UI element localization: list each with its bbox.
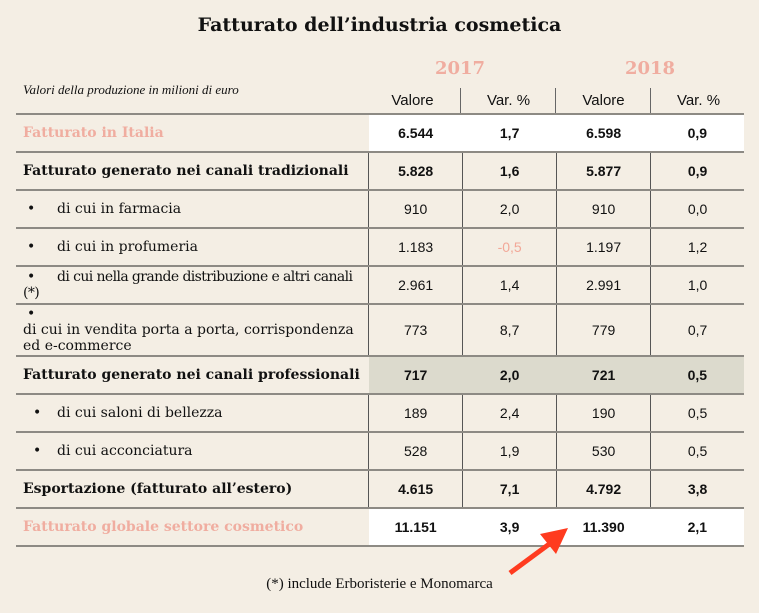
cell-value: 528 xyxy=(368,431,463,470)
row-label: Fatturato generato nei canali tradiziona… xyxy=(16,151,369,190)
cell-value: 1,0 xyxy=(650,265,744,304)
cell-value: 8,7 xyxy=(462,303,557,356)
page-title: Fatturato dell’industria cosmetica xyxy=(197,14,562,36)
column-header-valore-2018: Valore xyxy=(555,88,651,113)
row-label: Esportazione (fatturato all’estero) xyxy=(16,469,369,508)
cell-value: 2.991 xyxy=(556,265,651,304)
bullet-icon: • xyxy=(27,201,36,217)
table-row: • di cui nella grande distribuzione e alt… xyxy=(16,265,744,304)
cell-value: 189 xyxy=(368,393,463,432)
cell-value: 1,6 xyxy=(462,151,557,190)
row-label: di cui acconciatura xyxy=(57,443,193,459)
bullet-icon: • xyxy=(27,269,36,285)
cell-value: 910 xyxy=(556,189,651,228)
table-row: •di cui in vendita porta a porta, corris… xyxy=(16,303,744,356)
cell-value: 1.183 xyxy=(368,227,463,266)
cell-value: 0,9 xyxy=(650,113,744,152)
cell-value: 7,1 xyxy=(462,469,557,508)
bullet-icon: • xyxy=(27,306,36,322)
cell-value: 1.197 xyxy=(556,227,651,266)
arrow-icon xyxy=(508,528,568,576)
cell-value: 530 xyxy=(556,431,651,470)
cell-value: 717 xyxy=(368,355,463,394)
cell-value: 2,1 xyxy=(650,507,744,547)
cell-value: 0,7 xyxy=(650,303,744,356)
cell-value: 6.544 xyxy=(368,113,463,152)
cell-value: 1,9 xyxy=(462,431,557,470)
row-label: di cui in vendita porta a porta, corrisp… xyxy=(23,322,354,338)
cell-value: 779 xyxy=(556,303,651,356)
column-header-var-2017: Var. % xyxy=(460,88,556,113)
bullet-icon: • xyxy=(33,443,42,459)
cell-value: 0,5 xyxy=(650,355,744,394)
table-row: Esportazione (fatturato all’estero) 4.61… xyxy=(16,469,744,508)
cell-value: 0,9 xyxy=(650,151,744,190)
bullet-icon: • xyxy=(33,405,42,421)
cell-value: 0,0 xyxy=(650,189,744,228)
revenue-table: Fatturato in Italia 6.544 1,7 6.598 0,9 … xyxy=(16,113,744,547)
table-row: • di cui saloni di bellezza 189 2,4 190 0… xyxy=(16,393,744,432)
cell-value: 3,8 xyxy=(650,469,744,508)
table-row: Fatturato generato nei canali profession… xyxy=(16,355,744,394)
row-label: Fatturato generato nei canali profession… xyxy=(16,355,369,394)
row-label: di cui in farmacia xyxy=(57,201,182,217)
cell-value: 0,5 xyxy=(650,393,744,432)
cell-value: 190 xyxy=(556,393,651,432)
table-row: • di cui in farmacia 910 2,0 910 0,0 xyxy=(16,189,744,228)
cell-value: 0,5 xyxy=(650,431,744,470)
row-label: di cui in profumeria xyxy=(57,239,198,255)
year-header-2017: 2017 xyxy=(434,58,486,79)
cell-value: 6.598 xyxy=(556,113,651,152)
cell-value: 2,4 xyxy=(462,393,557,432)
table-row: • di cui acconciatura 528 1,9 530 0,5 xyxy=(16,431,744,470)
cell-value: 11.151 xyxy=(368,507,463,547)
cell-value: 2.961 xyxy=(368,265,463,304)
table-row: • di cui in profumeria 1.183 -0,5 1.197 1… xyxy=(16,227,744,266)
row-label: Fatturato in Italia xyxy=(16,113,369,152)
cell-value: 3,9 xyxy=(462,507,557,547)
table-row: Fatturato in Italia 6.544 1,7 6.598 0,9 xyxy=(16,113,744,152)
cell-value: 2,0 xyxy=(462,189,557,228)
cell-value: 5.877 xyxy=(556,151,651,190)
row-label: di cui nella grande distribuzione e altr… xyxy=(23,269,353,301)
year-header-2018: 2018 xyxy=(624,58,676,79)
cell-value: 1,4 xyxy=(462,265,557,304)
cell-value: 11.390 xyxy=(556,507,651,547)
column-header-valore-2017: Valore xyxy=(391,92,434,109)
cell-value: 4.792 xyxy=(556,469,651,508)
cell-value-negative: -0,5 xyxy=(462,227,557,266)
units-caption: Valori della produzione in milioni di eu… xyxy=(23,82,239,97)
row-label-continued: ed e-commerce xyxy=(23,338,132,354)
cell-value: 1,7 xyxy=(462,113,557,152)
column-header-var-2018: Var. % xyxy=(650,88,746,113)
cell-value: 721 xyxy=(556,355,651,394)
table-row: Fatturato generato nei canali tradiziona… xyxy=(16,151,744,190)
cell-value: 4.615 xyxy=(368,469,463,508)
cell-value: 773 xyxy=(368,303,463,356)
table-row: Fatturato globale settore cosmetico 11.1… xyxy=(16,507,744,547)
cell-value: 1,2 xyxy=(650,227,744,266)
bullet-icon: • xyxy=(27,239,36,255)
row-label: Fatturato globale settore cosmetico xyxy=(16,507,369,547)
cell-value: 2,0 xyxy=(462,355,557,394)
row-label: di cui saloni di bellezza xyxy=(57,405,223,421)
cell-value: 5.828 xyxy=(368,151,463,190)
footnote: (*) include Erboristerie e Monomarca xyxy=(266,576,493,592)
cell-value: 910 xyxy=(368,189,463,228)
